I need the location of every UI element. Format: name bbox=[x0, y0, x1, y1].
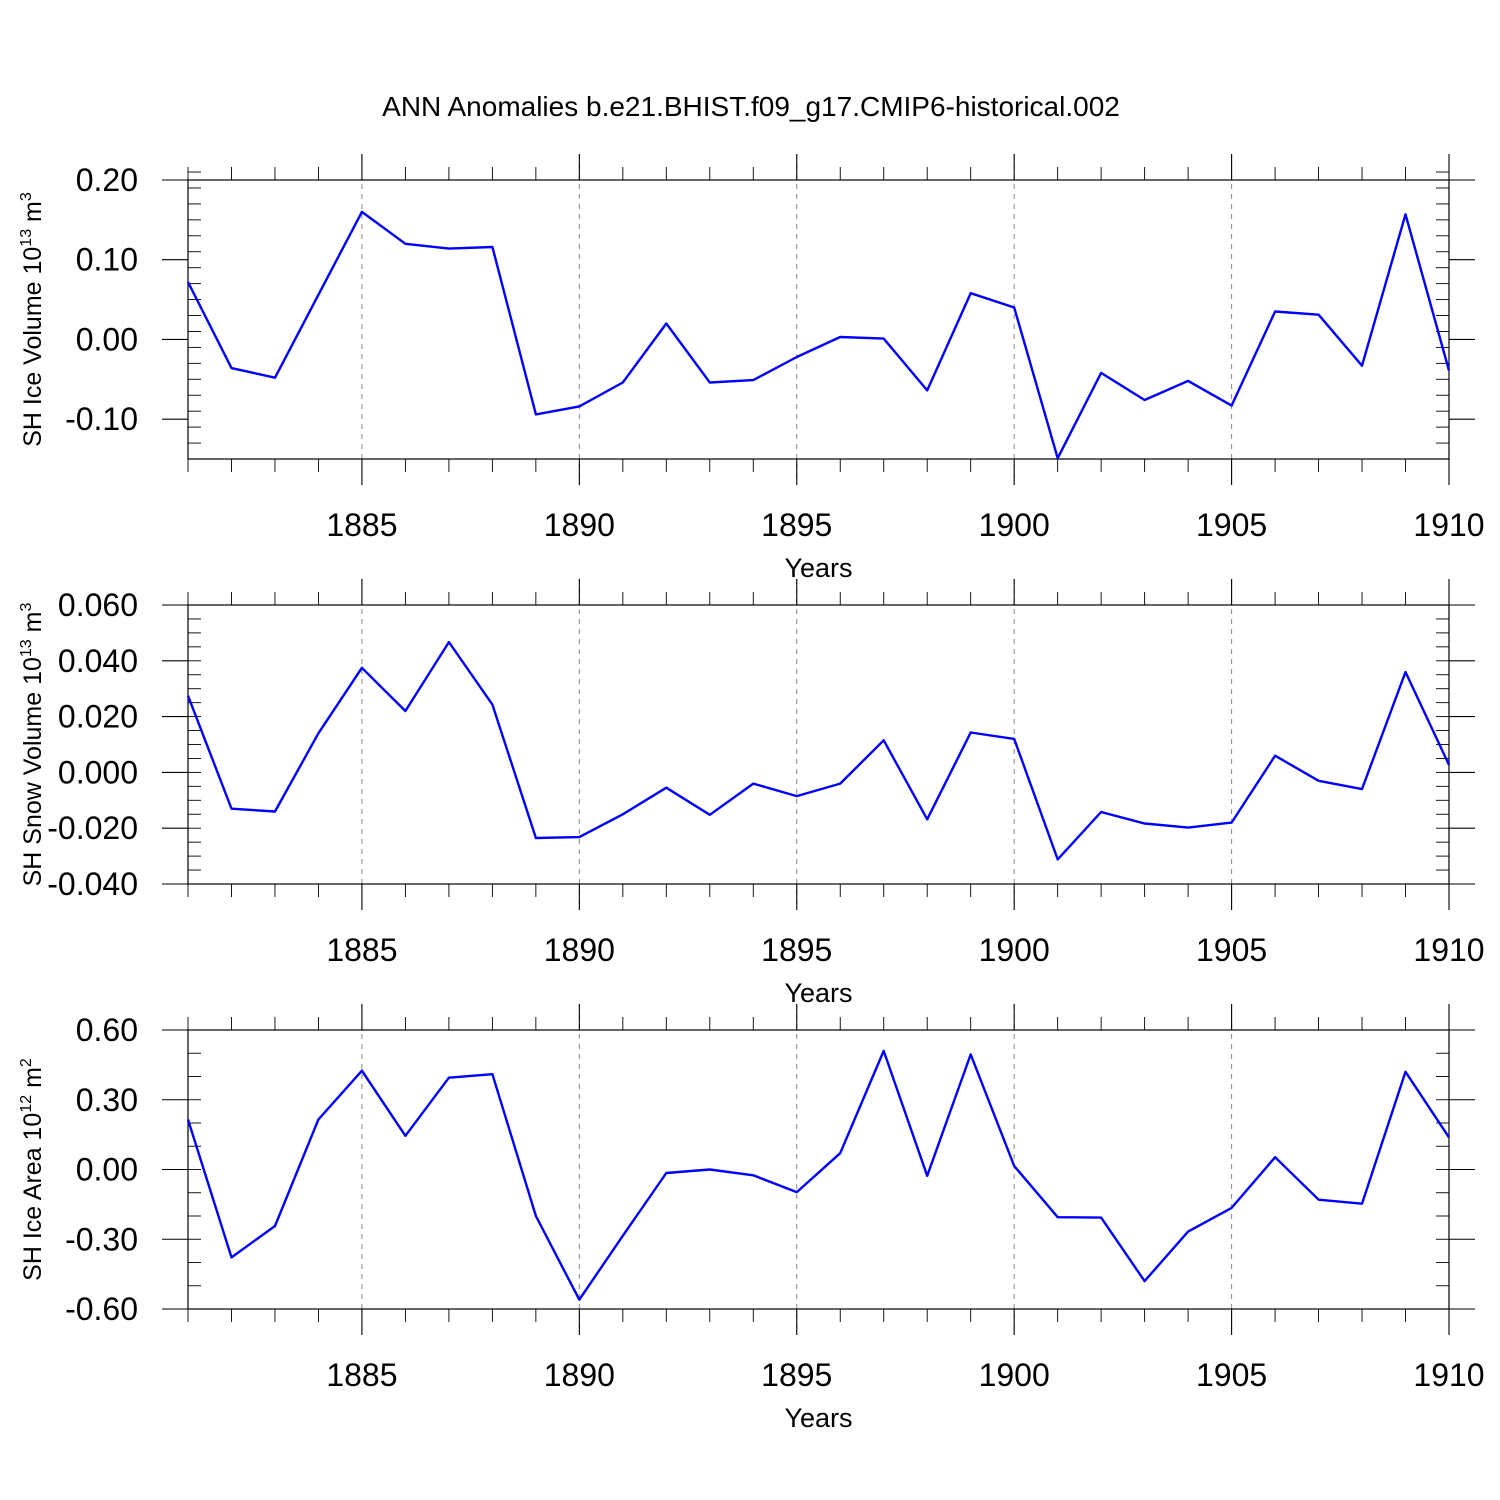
x-tick-label: 1900 bbox=[979, 1357, 1050, 1393]
y-tick-label: 0.00 bbox=[76, 321, 138, 357]
x-tick-label: 1910 bbox=[1413, 932, 1484, 968]
y-axis-label-main: SH Ice Volume 10 bbox=[19, 247, 47, 447]
y-tick-label: -0.020 bbox=[47, 810, 138, 846]
x-axis-label: Years bbox=[784, 553, 852, 583]
plot-frame bbox=[187, 179, 1450, 460]
y-axis-label-unit: m bbox=[19, 1067, 47, 1095]
panel-ice-area: -0.60 -0.30 0.00 0.30 0.60 1885 1890 1895 1900 19… bbox=[18, 1004, 1485, 1433]
x-tick-label: 1905 bbox=[1196, 507, 1267, 543]
x-tick-label: 1890 bbox=[544, 1357, 615, 1393]
x-tick-label: 1910 bbox=[1413, 507, 1484, 543]
series-line-ice-area bbox=[186, 1049, 1451, 1301]
x-tick-label: 1905 bbox=[1196, 932, 1267, 968]
y-tick-label: -0.60 bbox=[65, 1291, 138, 1327]
x-tick-label: 1905 bbox=[1196, 1357, 1267, 1393]
y-tick-label: 0.10 bbox=[76, 242, 138, 278]
x-tick-label: 1890 bbox=[544, 507, 615, 543]
x-tick-label: 1895 bbox=[761, 1357, 832, 1393]
x-tick-label: 1890 bbox=[544, 932, 615, 968]
y-axis-label-exponent: 12 bbox=[18, 1095, 35, 1113]
x-tick-label: 1900 bbox=[979, 932, 1050, 968]
y-tick-label: -0.30 bbox=[65, 1221, 138, 1257]
x-tick-label: 1895 bbox=[761, 507, 832, 543]
x-axis-label: Years bbox=[784, 978, 852, 1008]
x-tick-label: 1900 bbox=[979, 507, 1050, 543]
y-axis-label-exponent: 13 bbox=[18, 229, 35, 247]
x-tick-label: 1885 bbox=[326, 932, 397, 968]
panel-ice-volume: -0.10 0.00 0.10 0.20 1885 1890 1895 1900 1905 191… bbox=[18, 154, 1485, 583]
x-tick-label: 1895 bbox=[761, 932, 832, 968]
y-axis-label-main: SH Snow Volume 10 bbox=[19, 657, 47, 886]
y-tick-label: 0.60 bbox=[76, 1012, 138, 1048]
y-tick-label: 0.020 bbox=[58, 699, 138, 735]
x-tick-label: 1885 bbox=[326, 1357, 397, 1393]
y-axis-label-unit-exponent: 3 bbox=[18, 192, 35, 201]
plot-frame bbox=[187, 604, 1450, 885]
y-tick-label: 0.000 bbox=[58, 754, 138, 790]
y-axis-label-unit: m bbox=[19, 201, 47, 229]
x-axis-label: Years bbox=[784, 1403, 852, 1433]
plot-frame bbox=[187, 1029, 1450, 1310]
y-tick-label: -0.040 bbox=[47, 866, 138, 902]
y-tick-label: -0.10 bbox=[65, 401, 138, 437]
y-tick-label: 0.040 bbox=[58, 643, 138, 679]
y-tick-label: 0.30 bbox=[76, 1082, 138, 1118]
chart-title: ANN Anomalies b.e21.BHIST.f09_g17.CMIP6-… bbox=[382, 91, 1120, 122]
y-axis-label: SH Snow Volume 1013 m3 bbox=[18, 603, 47, 887]
panel-snow-volume: -0.040 -0.020 0.000 0.020 0.040 0.060 1885 1890… bbox=[18, 579, 1485, 1008]
series-line-ice-volume bbox=[186, 210, 1451, 460]
y-tick-label: 0.060 bbox=[58, 587, 138, 623]
y-axis-label-unit-exponent: 2 bbox=[18, 1058, 35, 1067]
y-axis-label: SH Ice Volume 1013 m3 bbox=[18, 192, 47, 447]
y-axis-label-unit: m bbox=[19, 612, 47, 640]
series-line-snow-volume bbox=[186, 640, 1451, 861]
y-axis-label-main: SH Ice Area 10 bbox=[19, 1113, 47, 1281]
y-tick-label: 0.00 bbox=[76, 1152, 138, 1188]
x-tick-label: 1910 bbox=[1413, 1357, 1484, 1393]
y-axis-label-exponent: 13 bbox=[18, 639, 35, 657]
y-axis-label: SH Ice Area 1012 m2 bbox=[18, 1058, 47, 1281]
x-tick-label: 1885 bbox=[326, 507, 397, 543]
y-tick-label: 0.20 bbox=[76, 162, 138, 198]
y-axis-label-unit-exponent: 3 bbox=[18, 603, 35, 612]
